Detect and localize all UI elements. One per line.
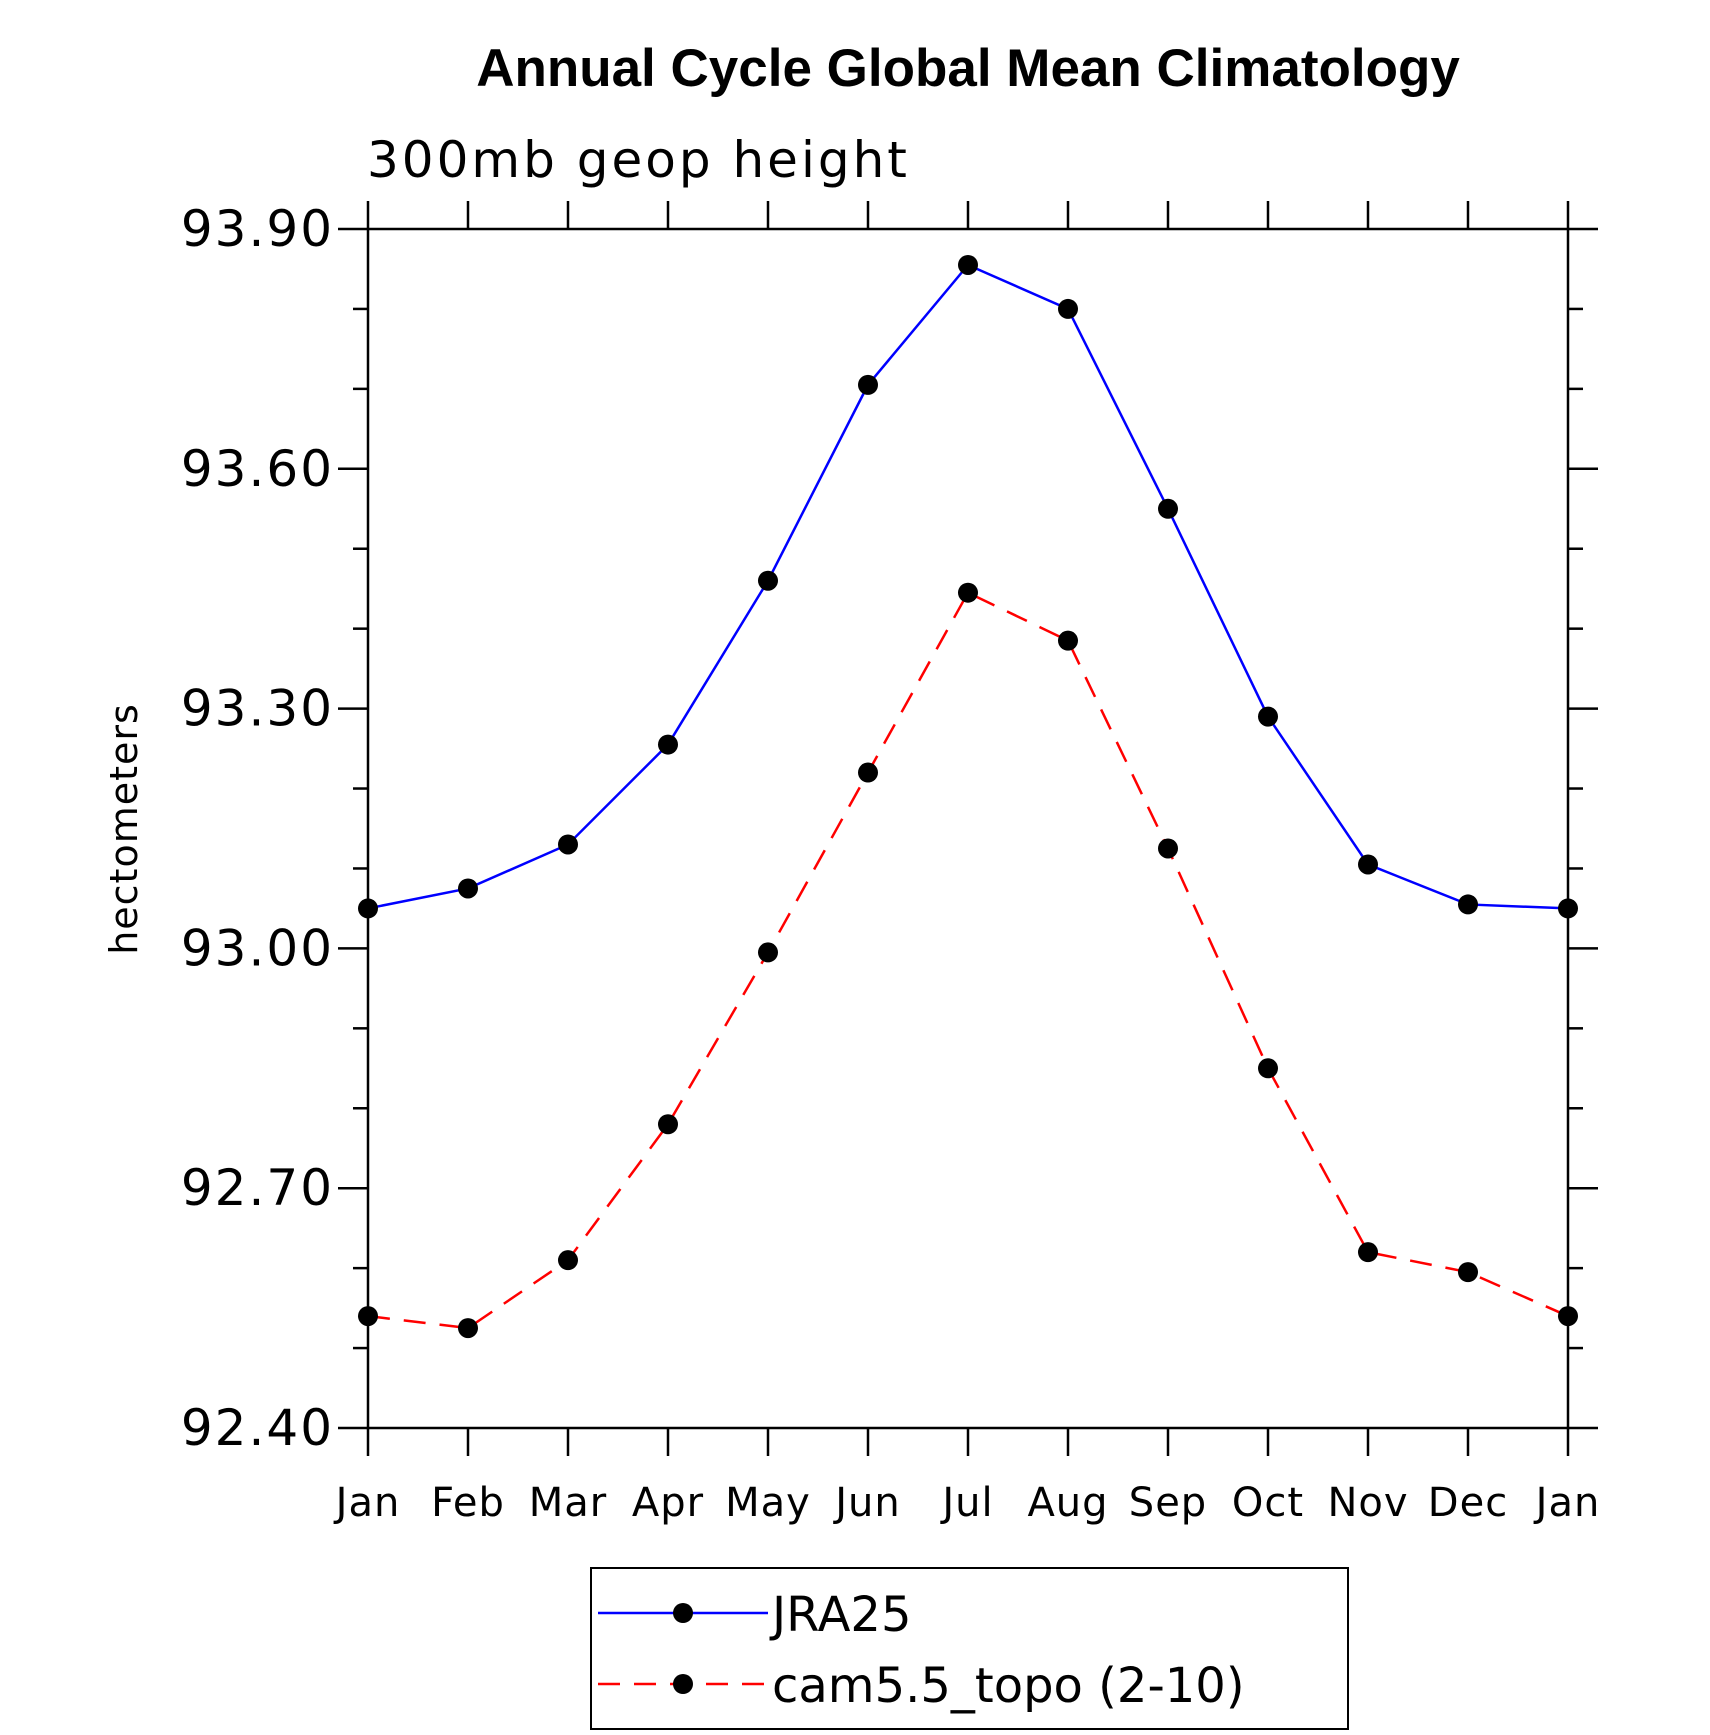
data-point-cam55: [1258, 1058, 1278, 1079]
data-point-jra25: [1558, 898, 1578, 919]
legend-marker-jra25: [673, 1603, 693, 1623]
plot-area: 93.90 93.60 93.30 93.00 92.70 92.40 Jan Feb Mar A…: [181, 200, 1601, 1526]
data-point-jra25: [1458, 894, 1478, 915]
data-point-jra25: [1058, 298, 1078, 319]
data-point-jra25: [1158, 498, 1178, 519]
data-point-cam55: [858, 762, 878, 783]
data-point-cam55: [358, 1306, 378, 1327]
x-tick-label: May: [725, 1480, 811, 1526]
legend: JRA25 cam5.5_topo (2-10): [590, 1567, 1349, 1730]
data-point-jra25: [658, 734, 678, 755]
data-point-jra25: [1358, 854, 1378, 875]
data-point-cam55: [458, 1318, 478, 1339]
x-tick-label: Sep: [1129, 1480, 1207, 1526]
x-tick-label: Jun: [832, 1480, 901, 1526]
data-point-cam55: [558, 1250, 578, 1271]
y-tick-label: 92.40: [181, 1399, 334, 1457]
data-point-jra25: [858, 374, 878, 395]
data-point-cam55: [958, 582, 978, 603]
data-point-cam55: [1558, 1306, 1578, 1327]
y-tick-label: 93.90: [181, 200, 334, 258]
data-point-jra25: [558, 834, 578, 855]
y-axis-label: hectometers: [102, 703, 146, 955]
data-point-jra25: [958, 254, 978, 275]
y-tick-label: 93.00: [181, 919, 334, 977]
data-point-cam55: [758, 942, 778, 963]
x-tick-label: Apr: [632, 1480, 704, 1526]
data-point-jra25: [358, 898, 378, 919]
x-tick-label: Jan: [1533, 1480, 1601, 1526]
y-tick-label: 93.30: [181, 680, 334, 738]
legend-label-cam55: cam5.5_topo (2-10): [772, 1658, 1245, 1714]
x-tick-label: Dec: [1428, 1480, 1508, 1526]
x-tick-label: Mar: [529, 1480, 607, 1526]
y-tick-label: 92.70: [181, 1159, 334, 1217]
data-point-cam55: [1458, 1262, 1478, 1283]
chart-title: Annual Cycle Global Mean Climatology: [476, 39, 1460, 98]
data-point-jra25: [1258, 706, 1278, 727]
data-point-jra25: [758, 570, 778, 591]
x-tick-label: Nov: [1327, 1480, 1408, 1526]
x-tick-label: Jul: [939, 1480, 993, 1526]
legend-marker-cam55: [673, 1674, 693, 1694]
data-point-cam55: [1358, 1242, 1378, 1263]
x-tick-label: Aug: [1027, 1480, 1108, 1526]
data-point-cam55: [1158, 838, 1178, 859]
legend-label-jra25: JRA25: [769, 1587, 911, 1643]
chart-subtitle: 300mb geop height: [367, 131, 910, 189]
x-tick-label: Feb: [431, 1480, 505, 1526]
x-tick-label: Oct: [1232, 1480, 1304, 1526]
data-point-cam55: [1058, 630, 1078, 651]
legend-box: [590, 1567, 1349, 1730]
y-tick-label: 93.60: [181, 440, 334, 498]
data-point-cam55: [658, 1114, 678, 1135]
data-point-jra25: [458, 878, 478, 899]
x-tick-label: Jan: [333, 1480, 401, 1526]
